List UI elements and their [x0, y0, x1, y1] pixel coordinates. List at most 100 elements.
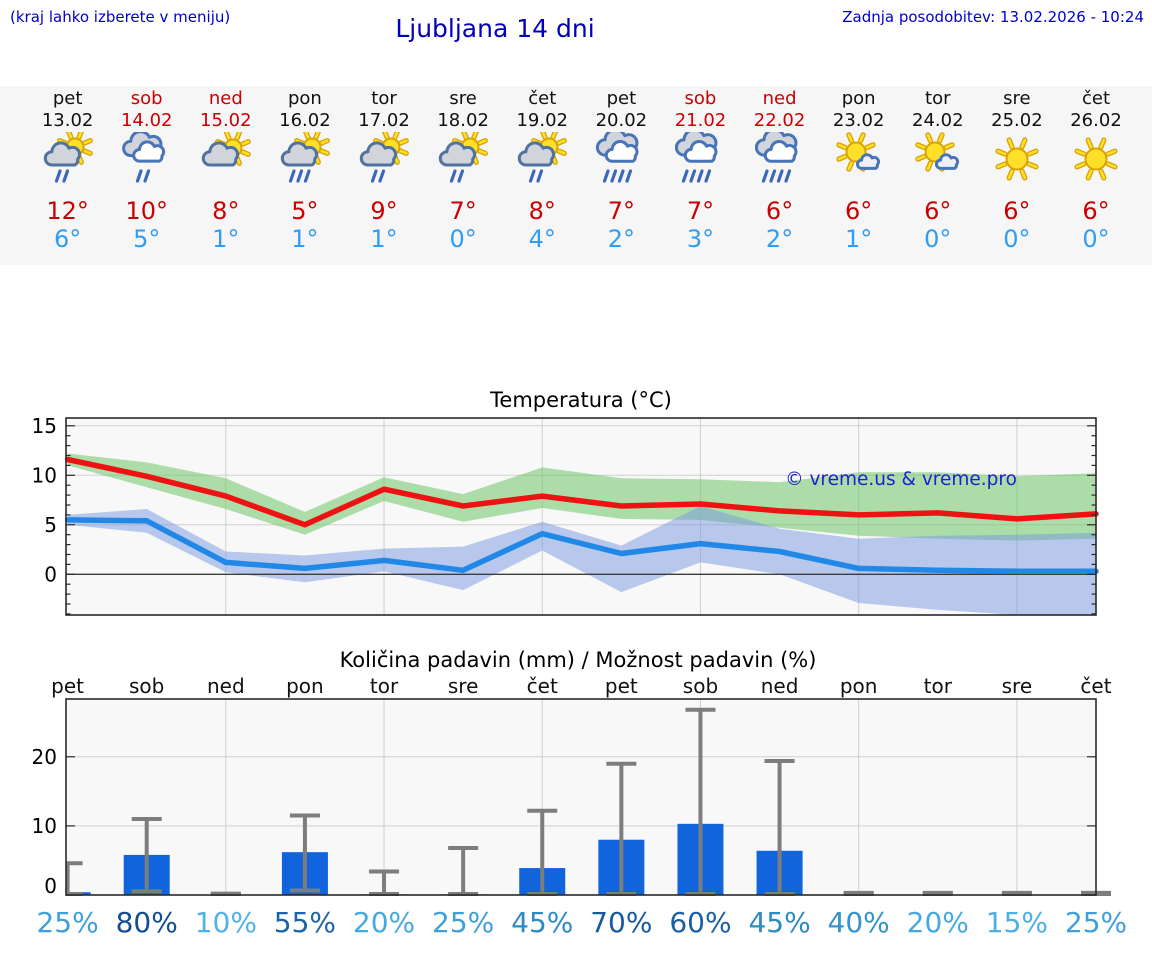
high-temp-label: 6°: [924, 197, 952, 225]
forecast-day-column: ned 22.02 6° 2°: [740, 86, 819, 253]
high-temp-label: 8°: [528, 197, 556, 225]
precip-probability-label: 55%: [274, 906, 336, 939]
low-temp-label: 0°: [1003, 225, 1031, 253]
weather-icon: [435, 129, 491, 192]
day-name-label: pet: [52, 88, 83, 109]
high-temp-label: 6°: [1082, 197, 1110, 225]
weather-icon: [356, 129, 412, 192]
low-temp-label: 1°: [212, 225, 240, 253]
low-temp-label: 6°: [53, 225, 82, 253]
high-temp-label: 7°: [607, 197, 635, 225]
forecast-day-column: tor 24.02 6° 0°: [898, 86, 977, 253]
svg-text:sob: sob: [683, 674, 718, 698]
weather-icon: [752, 128, 808, 192]
sun-small-cloud-icon: [835, 132, 880, 172]
last-updated-label: Zadnja posodobitev: 13.02.2026 - 10:24: [842, 8, 1144, 26]
day-date-label: 14.02: [120, 110, 173, 131]
forecast-day-column: sre 18.02 7° 0°: [424, 86, 503, 253]
precip-probability-label: 40%: [828, 906, 890, 939]
svg-text:sre: sre: [1002, 674, 1033, 698]
sun-cloud-icon: [201, 130, 251, 167]
temp-band-min_range: [67, 506, 1097, 615]
temp-line-max_temp: [64, 456, 1099, 528]
day-date-label: 22.02: [753, 110, 806, 131]
temp-chart-title: Temperatura (°C): [489, 388, 672, 412]
weather-icon: [672, 128, 728, 192]
svg-text:10: 10: [32, 814, 57, 838]
precipitation-chart: Količina padavin (mm) / Možnost padavin …: [32, 648, 1128, 939]
weather-icon: [40, 129, 96, 192]
sun-cloud-rain3-icon: [280, 129, 330, 183]
precip-probability-label: 45%: [748, 906, 810, 939]
temp-plot-border: [65, 417, 1097, 616]
forecast-day-column: ned 15.02 8° 1°: [186, 86, 265, 253]
day-date-label: 21.02: [674, 110, 727, 131]
weather-icon: [910, 132, 966, 192]
sun-cloud-rain2-icon: [438, 129, 489, 183]
svg-text:čet: čet: [1080, 674, 1111, 698]
day-name-label: ned: [208, 88, 243, 109]
svg-text:sob: sob: [129, 674, 164, 698]
precip-plot-border: [65, 698, 1097, 896]
day-date-label: 19.02: [516, 110, 568, 131]
weather-icon: [1068, 132, 1124, 192]
high-temp-label: 7°: [449, 197, 477, 225]
low-temp-label: 2°: [765, 225, 794, 253]
high-temp-label: 8°: [212, 197, 240, 225]
weather-icon: [119, 130, 175, 192]
high-temp-label: 10°: [125, 197, 168, 225]
precip-probability-label: 80%: [116, 906, 178, 939]
svg-text:čet: čet: [527, 674, 558, 698]
clouds-rain4-icon: [754, 128, 797, 183]
day-name-label: čet: [528, 88, 557, 109]
precip-probability-label: 10%: [195, 906, 257, 939]
low-temp-label: 1°: [370, 225, 398, 253]
temperature-chart: Temperatura (°C) 0 5 10 15 © vreme.us & vreme…: [32, 388, 1099, 616]
clouds-rain4-icon: [675, 128, 718, 183]
forecast-day-column: tor 17.02 9° 1°: [345, 86, 424, 253]
forecast-day-column: sob 14.02 10° 5°: [107, 86, 186, 253]
low-temp-label: 1°: [845, 225, 873, 253]
svg-text:ned: ned: [207, 674, 245, 698]
precip-probability-label: 70%: [590, 906, 652, 939]
precip-probability-label: 25%: [1065, 906, 1127, 939]
sun-icon: [1074, 137, 1118, 181]
precip-probability-label: 25%: [36, 906, 98, 939]
precip-chart-title: Količina padavin (mm) / Možnost padavin …: [340, 648, 817, 672]
sun-icon: [995, 137, 1039, 181]
forecast-day-column: pet 13.02 12° 6°: [28, 86, 107, 253]
weather-icon: [198, 130, 254, 192]
svg-text:15: 15: [32, 414, 57, 438]
day-name-label: pon: [841, 88, 876, 109]
day-name-label: sre: [449, 88, 477, 109]
high-temp-label: 9°: [370, 197, 398, 225]
svg-text:0: 0: [44, 562, 57, 586]
day-date-label: 25.02: [991, 110, 1043, 131]
low-temp-label: 0°: [449, 225, 477, 253]
forecast-day-column: pet 20.02 7° 2°: [582, 86, 661, 253]
low-temp-label: 5°: [133, 225, 161, 253]
high-temp-label: 6°: [765, 197, 794, 225]
svg-text:tor: tor: [924, 674, 953, 698]
high-temp-label: 6°: [1003, 197, 1031, 225]
low-temp-label: 0°: [1082, 225, 1110, 253]
precip-probability-label: 20%: [907, 906, 969, 939]
low-temp-label: 3°: [686, 225, 715, 253]
day-date-label: 15.02: [200, 110, 252, 131]
day-name-label: pet: [606, 88, 637, 109]
day-date-label: 17.02: [358, 110, 410, 131]
high-temp-label: 6°: [845, 197, 873, 225]
clouds-rain2-icon: [121, 130, 165, 183]
menu-hint-label: (kraj lahko izberete v meniju): [10, 8, 231, 26]
forecast-day-column: čet 19.02 8° 4°: [503, 86, 582, 253]
temp-y-labels: 0 5 10 15: [32, 414, 57, 587]
high-temp-label: 7°: [686, 197, 715, 225]
day-date-label: 23.02: [832, 110, 885, 131]
weather-icon: [277, 129, 333, 192]
precip-prob-labels: 25% 80% 10% 55% 20% 25% 45% 70% 60% 45% 40% 20% 15% 2…: [36, 906, 1127, 939]
weather-icon: [514, 129, 570, 192]
weather-icon: [593, 128, 649, 192]
clouds-rain4-icon: [596, 128, 639, 183]
day-date-label: 18.02: [437, 110, 489, 131]
day-name-label: tor: [371, 88, 397, 109]
